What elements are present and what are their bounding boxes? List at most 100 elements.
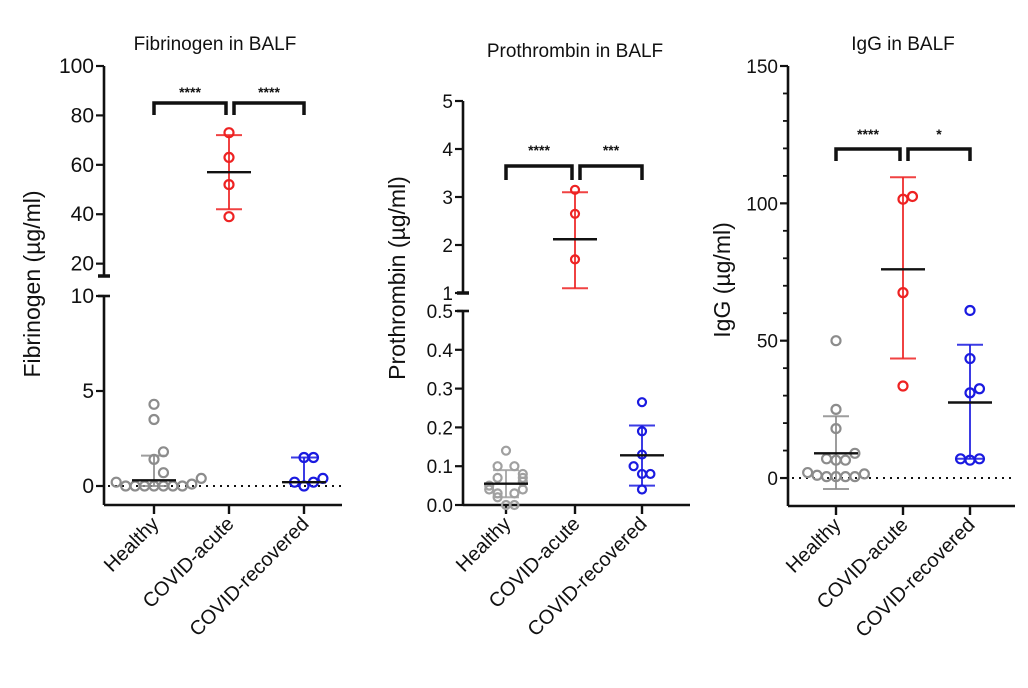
data-point: [897, 193, 909, 205]
y-tick-label: 2: [442, 236, 453, 257]
data-point: [897, 380, 909, 392]
data-point: [484, 484, 495, 495]
significance-label: ***: [603, 142, 620, 158]
data-point: [636, 426, 648, 437]
data-point: [569, 184, 581, 195]
data-point: [509, 461, 520, 472]
data-point: [820, 471, 833, 483]
significance-label: *: [936, 126, 942, 142]
data-point: [628, 461, 639, 472]
x-tick-label: COVID-recovered: [524, 513, 652, 641]
y-tick-label: 0: [767, 469, 778, 490]
data-point: [509, 488, 520, 499]
data-point: [509, 499, 520, 511]
series-covid-acute: [881, 176, 925, 392]
series-healthy: [802, 335, 870, 491]
data-point: [569, 208, 581, 219]
y-tick-label: 50: [757, 332, 778, 353]
igg-y-axis-label: IgG (µg/ml): [709, 222, 735, 337]
data-point: [223, 178, 235, 191]
significance-label: ****: [857, 126, 879, 142]
data-point: [973, 383, 986, 395]
x-tick-label: Healthy: [100, 513, 164, 577]
data-point: [954, 453, 967, 465]
y-tick-label: 5: [82, 380, 94, 403]
y-tick-label: 4: [442, 140, 453, 161]
y-tick-label: 0.1: [427, 457, 453, 478]
data-point: [517, 472, 528, 483]
data-point: [964, 304, 976, 317]
fibrinogen-title: Fibrinogen in BALF: [134, 34, 297, 55]
data-point: [645, 468, 656, 480]
series-healthy: [110, 398, 207, 492]
data-point: [492, 461, 503, 472]
significance-bracket: [152, 101, 228, 115]
series-covid-acute: [207, 127, 251, 223]
data-point: [830, 422, 842, 435]
data-point: [157, 467, 170, 479]
data-point: [849, 471, 861, 483]
y-tick-label: 40: [71, 203, 94, 226]
data-point: [157, 446, 170, 458]
data-point: [186, 478, 198, 490]
igg-title: IgG in BALF: [851, 34, 955, 55]
igg-panel: IgG in BALF IgG (µg/ml) 0 50 100 150 Healthy…: [709, 34, 1015, 642]
series-covid-acute: [553, 184, 597, 290]
prothrombin-y-axis-label: Prothrombin (µg/ml): [384, 176, 410, 380]
data-point: [148, 413, 160, 426]
data-point: [120, 480, 132, 492]
data-point: [906, 190, 919, 203]
data-point: [492, 488, 503, 499]
data-point: [636, 484, 648, 495]
prothrombin-panel: Prothrombin in BALF Prothrombin (µg/ml) …: [384, 41, 690, 641]
data-point: [110, 476, 122, 488]
prothrombin-title: Prothrombin in BALF: [487, 41, 663, 62]
y-tick-label: 80: [71, 104, 94, 127]
y-tick-label: 100: [746, 194, 778, 215]
significance-bracket: [834, 147, 902, 161]
data-point: [223, 127, 235, 139]
y-tick-label: 20: [71, 253, 94, 276]
fibrinogen-y-axis-label: Fibrinogen (µg/ml): [19, 190, 45, 377]
y-tick-label: 0: [82, 475, 94, 498]
y-tick-label: 60: [71, 154, 94, 177]
data-point: [820, 453, 833, 465]
significance-bracket: [504, 164, 574, 180]
y-tick-label: 100: [59, 55, 94, 78]
significance-bracket: [578, 164, 644, 180]
y-tick-label: 0.4: [427, 341, 454, 362]
significance-label: ****: [258, 84, 280, 100]
y-tick-label: 1: [442, 284, 453, 305]
data-point: [830, 335, 842, 347]
data-point: [307, 451, 320, 464]
y-tick-label: 0.5: [427, 302, 453, 323]
significance-bracket: [906, 147, 972, 161]
data-point: [500, 445, 512, 456]
data-point: [195, 472, 207, 484]
data-point: [148, 398, 160, 410]
series-healthy: [484, 445, 528, 511]
x-tick-label: Healthy: [452, 513, 516, 577]
series-covid-recovered: [948, 304, 992, 466]
data-point: [636, 397, 648, 408]
y-tick-label: 150: [746, 57, 778, 78]
data-point: [148, 453, 160, 465]
data-point: [839, 454, 852, 466]
significance-label: ****: [528, 142, 550, 158]
data-point: [223, 151, 235, 164]
data-point: [569, 254, 581, 265]
data-point: [223, 211, 235, 223]
data-point: [964, 352, 976, 365]
significance-bracket: [232, 101, 306, 115]
data-point: [830, 403, 842, 415]
significance-label: ****: [179, 84, 201, 100]
x-tick-label: COVID-recovered: [852, 514, 980, 642]
y-tick-label: 0.2: [427, 418, 453, 439]
data-point: [492, 472, 503, 483]
data-point: [858, 468, 870, 480]
data-point: [964, 387, 976, 399]
series-covid-recovered: [282, 451, 329, 492]
y-tick-label: 10: [71, 285, 94, 308]
data-point: [811, 469, 823, 481]
